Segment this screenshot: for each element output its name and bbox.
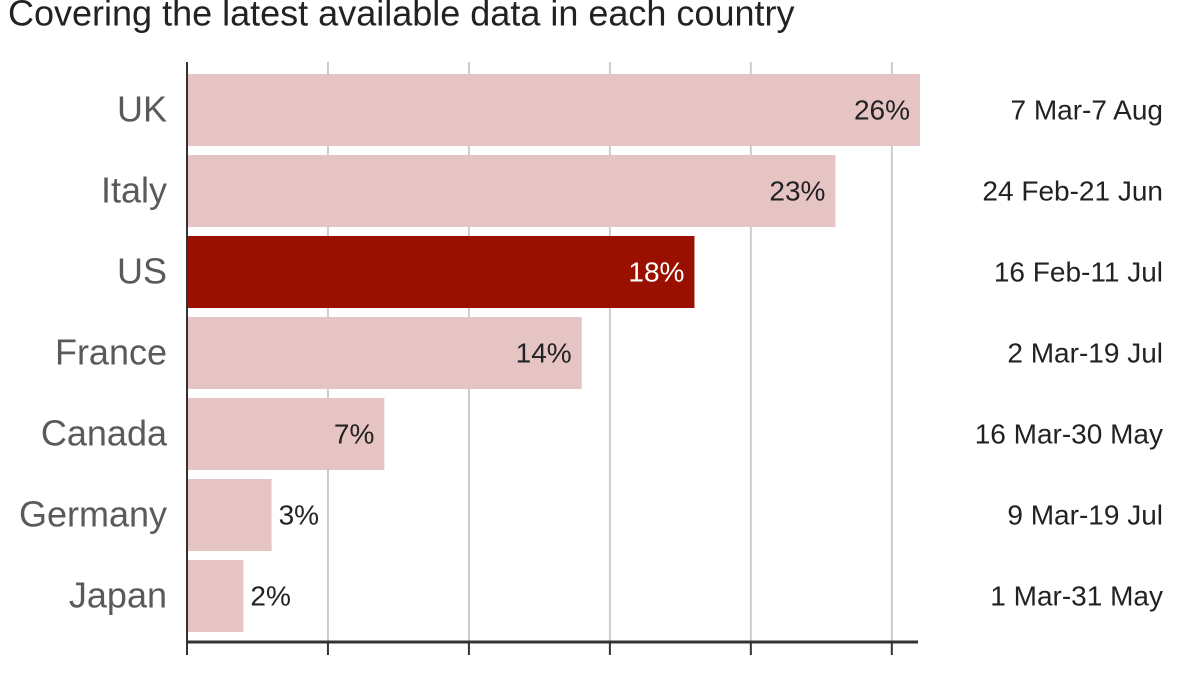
period-label: 24 Feb-21 Jun [982,175,1163,206]
category-label: Germany [19,494,167,535]
category-label: Canada [41,413,168,454]
category-label: UK [117,89,167,130]
bar [187,398,385,470]
bar [187,74,920,146]
value-label: 2% [250,580,290,611]
value-label: 18% [628,256,684,287]
period-label: 16 Mar-30 May [975,418,1163,449]
category-label: Italy [101,170,167,211]
period-label: 1 Mar-31 May [990,580,1163,611]
bar [187,560,244,632]
period-label: 9 Mar-19 Jul [1007,499,1163,530]
bar [187,155,836,227]
chart-subtitle: Covering the latest available data in ea… [8,0,794,34]
bar [187,317,582,389]
value-label: 7% [334,418,374,449]
bar [187,236,695,308]
period-label: 7 Mar-7 Aug [1010,94,1163,125]
value-label: 3% [279,499,319,530]
category-label: France [55,332,167,373]
bar [187,479,272,551]
value-label: 14% [516,337,572,368]
category-label: Japan [69,575,167,616]
period-label: 2 Mar-19 Jul [1007,337,1163,368]
value-label: 26% [854,94,910,125]
period-label: 16 Feb-11 Jul [994,256,1163,287]
value-label: 23% [769,175,825,206]
category-label: US [117,251,167,292]
